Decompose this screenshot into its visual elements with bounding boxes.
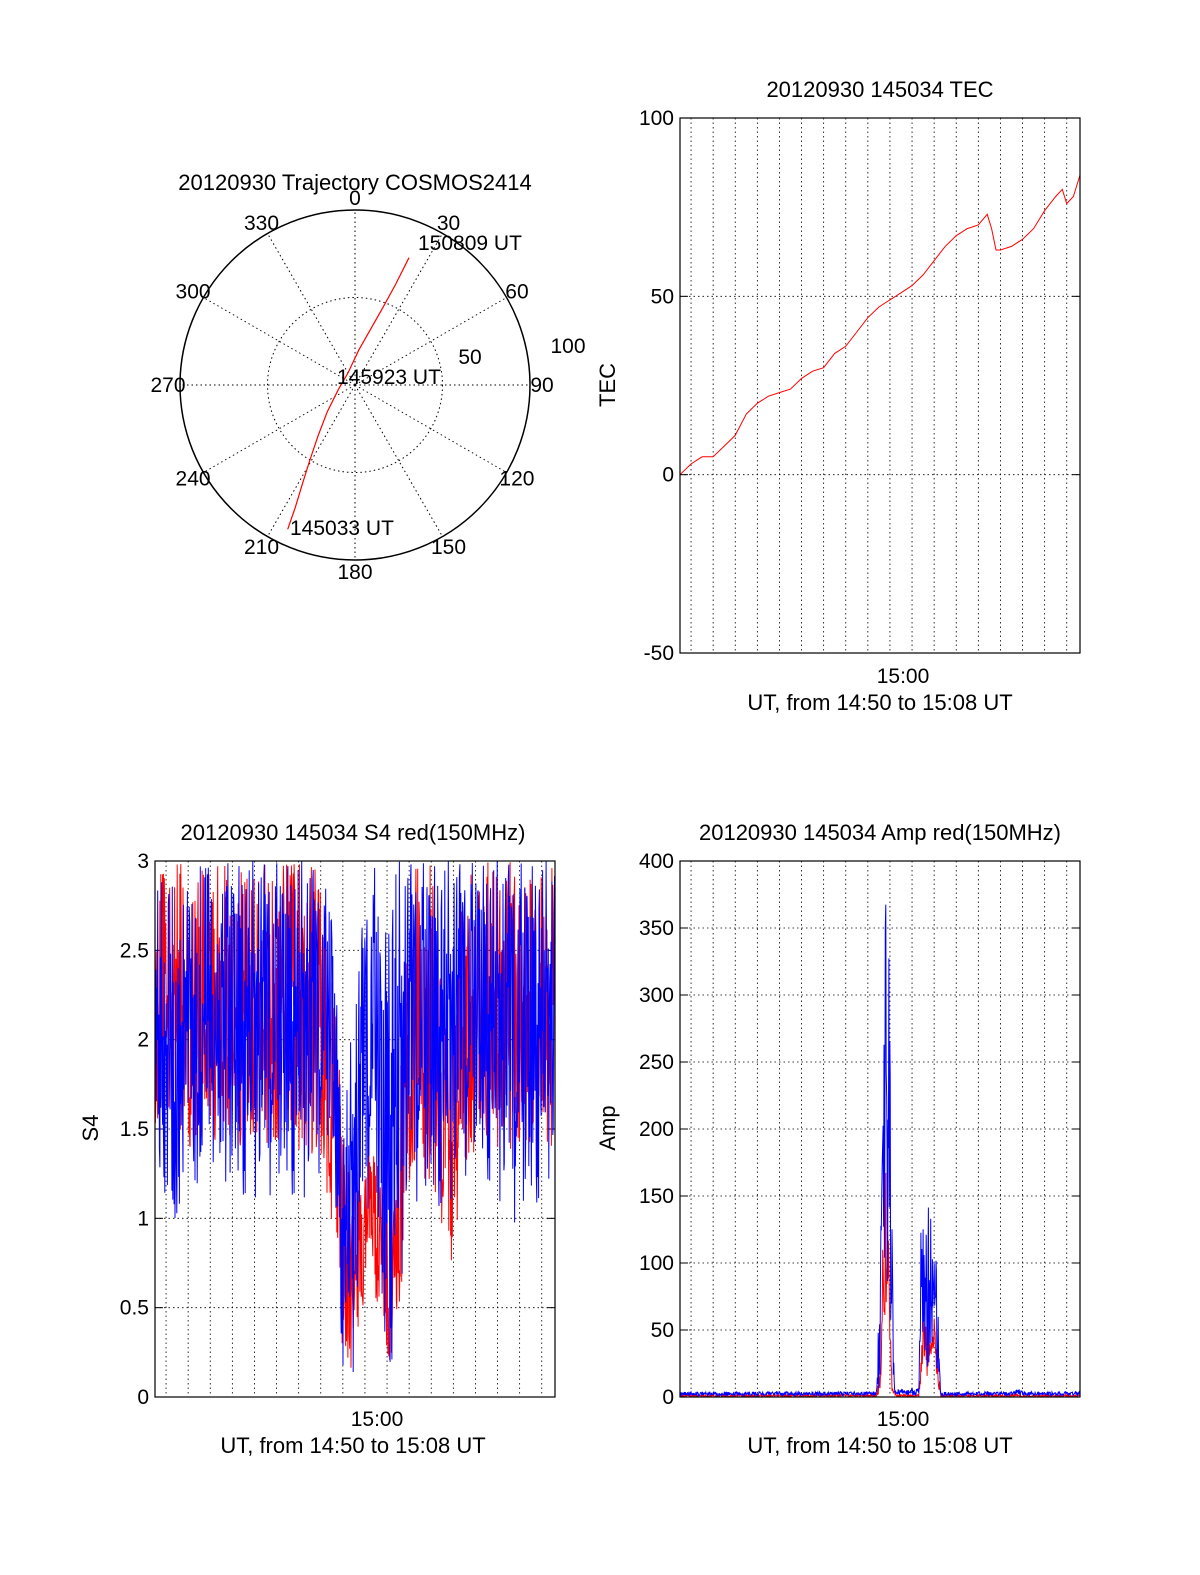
polar-angle-label: 90: [530, 374, 553, 397]
amp-ytick-label: 400: [639, 850, 674, 873]
s4-xlabel: UT, from 14:50 to 15:08 UT: [220, 1433, 485, 1458]
s4-xtick-1500: 15:00: [351, 1408, 404, 1431]
annotation-start-time: 145033 UT: [290, 517, 394, 540]
trajectory-polar-panel: 20120930 Trajectory COSMOS2414 0 30 60 90 12…: [150, 170, 585, 584]
s4-frame: [154, 860, 556, 1398]
trajectory-series: [287, 257, 410, 530]
tec-xlabel: UT, from 14:50 to 15:08 UT: [747, 690, 1012, 715]
tec-title: 20120930 145034 TEC: [766, 77, 993, 102]
s4-ytick-label: 3: [137, 850, 149, 873]
s4-ytick-label: 1: [137, 1207, 149, 1230]
polar-spoke-240: [203, 384, 356, 473]
polar-angle-label: 150: [431, 536, 466, 559]
polar-inner-circle: [267, 297, 443, 473]
amp-panel: 20120930 145034 Amp red(150MHz) Amp UT, …: [595, 820, 1081, 1458]
amp-ytick-label: 50: [651, 1319, 674, 1342]
polar-spoke-210: [267, 384, 356, 537]
polar-spoke-30: [354, 233, 443, 386]
radial-tick-50: 50: [458, 346, 481, 369]
amp-ytick-label: 350: [639, 917, 674, 940]
polar-angle-label: 30: [437, 212, 460, 235]
s4-ytick-label: 1.5: [120, 1118, 149, 1141]
tec-ylabel: TEC: [595, 363, 620, 407]
polar-angle-label: 0: [349, 187, 361, 210]
amp-title: 20120930 145034 Amp red(150MHz): [699, 820, 1061, 845]
trajectory-title: 20120930 Trajectory COSMOS2414: [178, 170, 531, 195]
s4-title: 20120930 145034 S4 red(150MHz): [181, 820, 526, 845]
amp-plot-area: 0 50 100 150 200 250 300 350 400: [639, 850, 1081, 1409]
s4-plot-area: 0 0.5 1 1.5 2 2.5 3: [120, 850, 556, 1409]
polar-angle-label: 120: [499, 468, 534, 491]
amp-ytick-label: 100: [639, 1252, 674, 1275]
tec-plot-area: -50 0 50 100: [639, 107, 1081, 665]
tec-ytick-label: 100: [639, 107, 674, 130]
amp-series-blue: [680, 904, 1080, 1397]
polar-angle-label: 210: [244, 536, 279, 559]
polar-angle-label: 180: [337, 561, 372, 584]
polar-angle-label: 300: [176, 281, 211, 304]
amp-xtick-1500: 15:00: [877, 1408, 930, 1431]
amp-ytick-label: 0: [662, 1386, 674, 1409]
amp-frame: [679, 860, 1081, 1398]
trajectory-line: [287, 257, 410, 530]
amp-series-red: [680, 1172, 1080, 1397]
annotation-mid-time: 145923 UT: [337, 366, 441, 389]
polar-angle-label: 270: [150, 374, 185, 397]
s4-ytick-label: 2: [137, 1029, 149, 1052]
s4-panel: 20120930 145034 S4 red(150MHz) S4 UT, fr…: [78, 820, 556, 1458]
s4-ytick-label: 0: [137, 1386, 149, 1409]
amp-ytick-label: 150: [639, 1185, 674, 1208]
polar-angle-labels: 0 30 60 90 120 150 180 210 240 270 300 330: [150, 187, 553, 584]
amp-xlabel: UT, from 14:50 to 15:08 UT: [747, 1433, 1012, 1458]
tec-panel: 20120930 145034 TEC TEC UT, from 14:50 t…: [595, 77, 1081, 715]
amp-ytick-label: 200: [639, 1118, 674, 1141]
radial-tick-100: 100: [550, 335, 585, 358]
polar-angle-label: 330: [244, 212, 279, 235]
s4-ytick-label: 2.5: [120, 939, 149, 962]
amp-ylabel: Amp: [595, 1105, 620, 1150]
polar-outer-circle: [179, 209, 531, 561]
polar-angle-label: 60: [505, 281, 528, 304]
s4-series-blue: [155, 861, 555, 1373]
s4-ytick-label: 0.5: [120, 1297, 149, 1320]
s4-ylabel: S4: [78, 1115, 103, 1142]
annotation-end-time: 150809 UT: [418, 232, 522, 255]
polar-angle-label: 240: [176, 468, 211, 491]
tec-series-red: [680, 174, 1080, 476]
tec-ytick-label: 50: [651, 285, 674, 308]
amp-ytick-label: 300: [639, 984, 674, 1007]
polar-grid: [179, 209, 531, 561]
tec-ytick-label: 0: [662, 464, 674, 487]
tec-xtick-1500: 15:00: [877, 665, 930, 688]
amp-ytick-label: 250: [639, 1051, 674, 1074]
tec-ytick-label: -50: [644, 642, 674, 665]
tec-frame: [679, 117, 1081, 654]
